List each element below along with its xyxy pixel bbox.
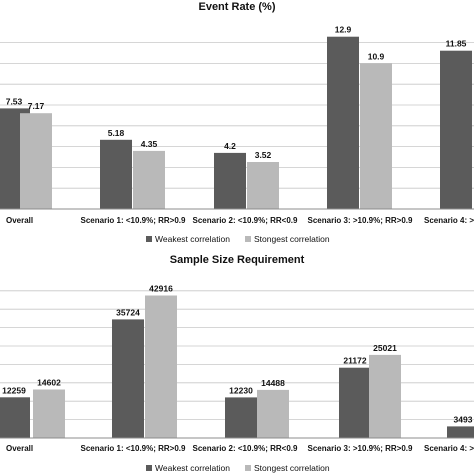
bar-strongest	[133, 150, 165, 209]
data-label: 12.9	[335, 25, 352, 35]
category-label: Overall	[6, 444, 33, 453]
category-label: Scenario 1: <10.9%; RR>0.9	[81, 216, 186, 225]
legend-swatch-strongest	[245, 236, 251, 242]
bar-weakest	[225, 397, 257, 438]
legend-swatch-strongest	[245, 465, 251, 471]
legend-label: Weakest correlation	[155, 463, 230, 473]
legend-label: Stongest correlation	[254, 463, 330, 473]
chart-event-rate: Event Rate (%) 7.53 5.18 4.2 12.9 11.85 7.17 4…	[0, 1, 474, 244]
bar-strongest	[145, 295, 177, 438]
data-label: 14602	[37, 378, 61, 388]
category-label: Overall	[6, 216, 33, 225]
data-label: 12259	[2, 385, 26, 395]
legend-label: Weakest correlation	[155, 234, 230, 244]
category-label: Scenario 2: <10.9%; RR<0.9	[193, 216, 298, 225]
chart-sample-size: Sample Size Requirement 12259 35724 12230 2…	[0, 254, 474, 473]
bar-weakest	[112, 319, 144, 438]
bar-strongest	[360, 63, 392, 210]
legend: Weakest correlation Stongest correlation	[146, 463, 330, 473]
bar-weakest	[0, 397, 30, 438]
category-label: Scenario 2: <10.9%; RR<0.9	[193, 444, 298, 453]
data-label: 7.17	[28, 101, 45, 111]
bar-weakest	[100, 139, 132, 209]
data-label: 14488	[261, 378, 285, 388]
chart-title: Event Rate (%)	[198, 1, 275, 13]
bar-strongest	[33, 389, 65, 438]
data-label: 7.53	[6, 96, 23, 106]
data-label: 25021	[373, 343, 397, 353]
bar-strongest	[20, 113, 52, 209]
data-label: 21172	[343, 356, 366, 366]
data-label: 4.35	[141, 139, 158, 149]
bar-strongest	[369, 354, 401, 438]
data-label: 35724	[116, 307, 140, 317]
data-label: 5.18	[108, 128, 125, 138]
category-label: Scenario 1: <10.9%; RR>0.9	[81, 444, 186, 453]
legend: Weakest correlation Stongest correlation	[146, 234, 330, 244]
bar-strongest	[247, 162, 279, 209]
legend-label: Stongest correlation	[254, 234, 330, 244]
bar-weakest	[339, 367, 371, 438]
data-label: 3493	[454, 414, 473, 424]
data-label: 10.9	[368, 51, 385, 61]
bar-strongest	[257, 389, 289, 438]
data-label: 12230	[229, 385, 253, 395]
category-label: Scenario 3: >10.9%; RR>0.9	[308, 216, 413, 225]
legend-swatch-weakest	[146, 465, 152, 471]
category-label: Scenario 4: >10.9%; RR<0.9	[424, 216, 474, 225]
data-label: 4.2	[224, 141, 236, 151]
category-label: Scenario 4: >10.9%; RR<0.9	[424, 444, 474, 453]
bar-weakest	[440, 50, 472, 210]
chart-title: Sample Size Requirement	[170, 254, 305, 266]
data-label: 11.85	[446, 39, 467, 49]
data-label: 3.52	[255, 150, 272, 160]
data-label: 42916	[149, 284, 173, 294]
category-label: Scenario 3: >10.9%; RR>0.9	[308, 444, 413, 453]
legend-swatch-weakest	[146, 236, 152, 242]
bar-weakest	[214, 152, 246, 209]
bar-weakest	[447, 426, 474, 438]
bar-weakest	[327, 36, 359, 210]
